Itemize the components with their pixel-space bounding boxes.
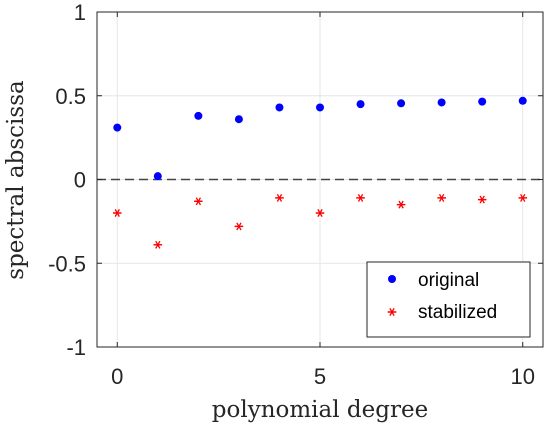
point-original <box>113 123 122 132</box>
y-tick-label: 0 <box>74 168 86 193</box>
point-original <box>275 103 284 112</box>
legend-marker-original <box>388 275 396 283</box>
point-original <box>153 172 162 181</box>
legend: original stabilized <box>366 261 531 338</box>
ticks <box>97 11 543 348</box>
legend-box <box>366 261 531 338</box>
point-stabilized <box>113 209 122 217</box>
point-stabilized <box>396 200 406 209</box>
point-original <box>194 111 203 120</box>
x-tick-label: 5 <box>314 364 326 389</box>
point-original <box>316 103 324 112</box>
point-original <box>518 96 527 105</box>
y-tick-label: -0.5 <box>48 251 86 276</box>
point-stabilized <box>315 209 325 217</box>
point-stabilized <box>194 197 203 206</box>
x-tick-label: 0 <box>111 364 123 389</box>
point-original <box>397 99 406 108</box>
data-marks <box>113 96 527 249</box>
legend-marker-stabilized <box>387 308 397 316</box>
x-axis-label: polynomial degree <box>212 397 428 423</box>
point-original <box>356 100 365 109</box>
y-tick-label: 1 <box>74 0 86 25</box>
x-tick-label: 10 <box>510 364 534 389</box>
legend-star-glyph <box>387 308 397 316</box>
y-axis-label: spectral abscissa <box>3 80 29 280</box>
point-stabilized <box>234 222 244 231</box>
point-original <box>437 98 446 107</box>
y-tick-label: -1 <box>66 335 86 360</box>
y-tick-label: 0.5 <box>55 84 86 109</box>
point-stabilized <box>477 195 487 204</box>
legend-label-stabilized: stabilized <box>418 302 497 323</box>
point-original <box>234 115 243 124</box>
point-stabilized <box>356 193 365 202</box>
point-stabilized <box>275 193 284 202</box>
tick-labels: 0 5 10 1 0.5 0 -0.5 -1 <box>48 0 535 389</box>
point-stabilized <box>153 240 163 249</box>
legend-label-original: original <box>418 270 479 291</box>
point-stabilized <box>437 193 446 202</box>
point-stabilized <box>518 193 527 202</box>
point-original <box>478 97 487 106</box>
